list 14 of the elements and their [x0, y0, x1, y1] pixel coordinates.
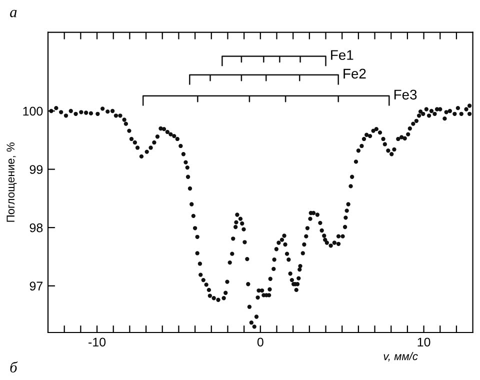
text: б	[10, 361, 18, 373]
x-tick-label: -10	[88, 338, 106, 347]
annotation: Fe3	[394, 90, 417, 100]
x-tick-label: 10	[418, 338, 430, 347]
y-tick-label: 98	[30, 223, 43, 232]
annotation: Fe1	[331, 50, 354, 60]
y-axis-title: Поглощение, %	[6, 142, 17, 222]
y-tick-label: 97	[30, 282, 43, 291]
y-tick-label: 100	[23, 106, 43, 116]
y-tick-label: 99	[30, 165, 43, 174]
x-tick-label: 0	[257, 338, 264, 347]
annotation: Fe2	[344, 68, 366, 79]
text: а	[10, 10, 17, 18]
x-axis-title: v, мм/с	[384, 352, 418, 362]
